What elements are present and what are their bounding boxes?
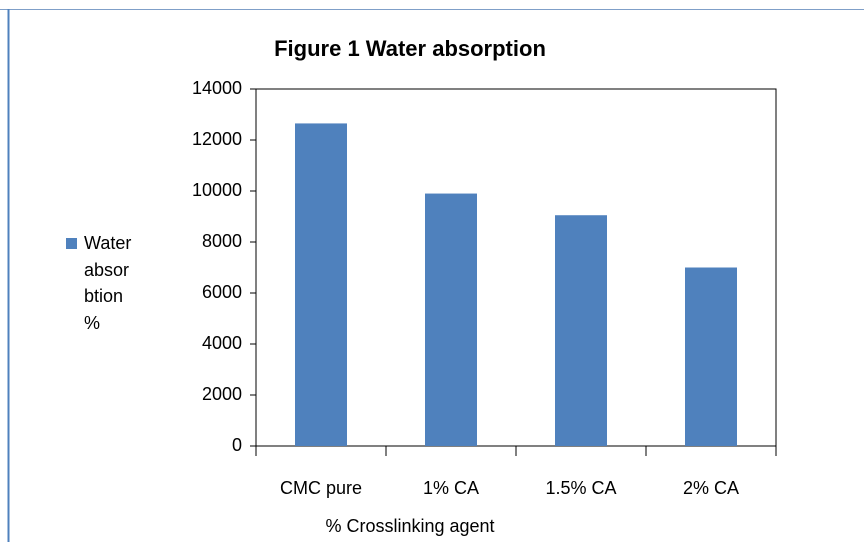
y-tick-label: 8000 [202, 231, 242, 251]
x-tick-label: 2% CA [683, 478, 739, 498]
y-tick-label: 4000 [202, 333, 242, 353]
y-tick-label: 2000 [202, 384, 242, 404]
bar [555, 215, 607, 446]
bar [295, 123, 347, 447]
x-axis-label: % Crosslinking agent [325, 516, 494, 536]
legend-label: Water absorbtion % [84, 233, 132, 333]
x-tick-label: CMC pure [280, 478, 362, 498]
chart-title: Figure 1 Water absorption [274, 36, 546, 61]
y-tick-label: 6000 [202, 282, 242, 302]
y-tick-label: 10000 [192, 180, 242, 200]
legend: Water absorbtion % [66, 230, 132, 336]
x-tick-label: 1% CA [423, 478, 479, 498]
y-tick-label: 0 [232, 435, 242, 455]
x-tick-label: 1.5% CA [545, 478, 616, 498]
bar [425, 193, 477, 446]
legend-swatch [66, 238, 77, 249]
bar [685, 267, 737, 446]
y-tick-label: 14000 [192, 78, 242, 98]
y-tick-label: 12000 [192, 129, 242, 149]
